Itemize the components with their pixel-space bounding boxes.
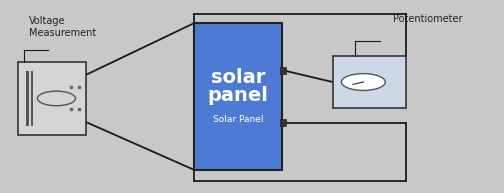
Bar	[31, 71, 33, 126]
Text: Voltage
Measurement: Voltage Measurement	[29, 16, 96, 38]
Bar	[280, 119, 286, 126]
Bar	[18, 62, 86, 135]
Bar	[280, 67, 286, 74]
Bar	[27, 71, 29, 126]
Text: solar
panel: solar panel	[208, 68, 269, 106]
Bar	[333, 56, 406, 108]
Circle shape	[37, 91, 76, 106]
Text: Potentiometer: Potentiometer	[393, 14, 463, 24]
Text: Solar Panel: Solar Panel	[213, 115, 264, 124]
Bar	[194, 23, 282, 170]
Circle shape	[341, 74, 385, 90]
